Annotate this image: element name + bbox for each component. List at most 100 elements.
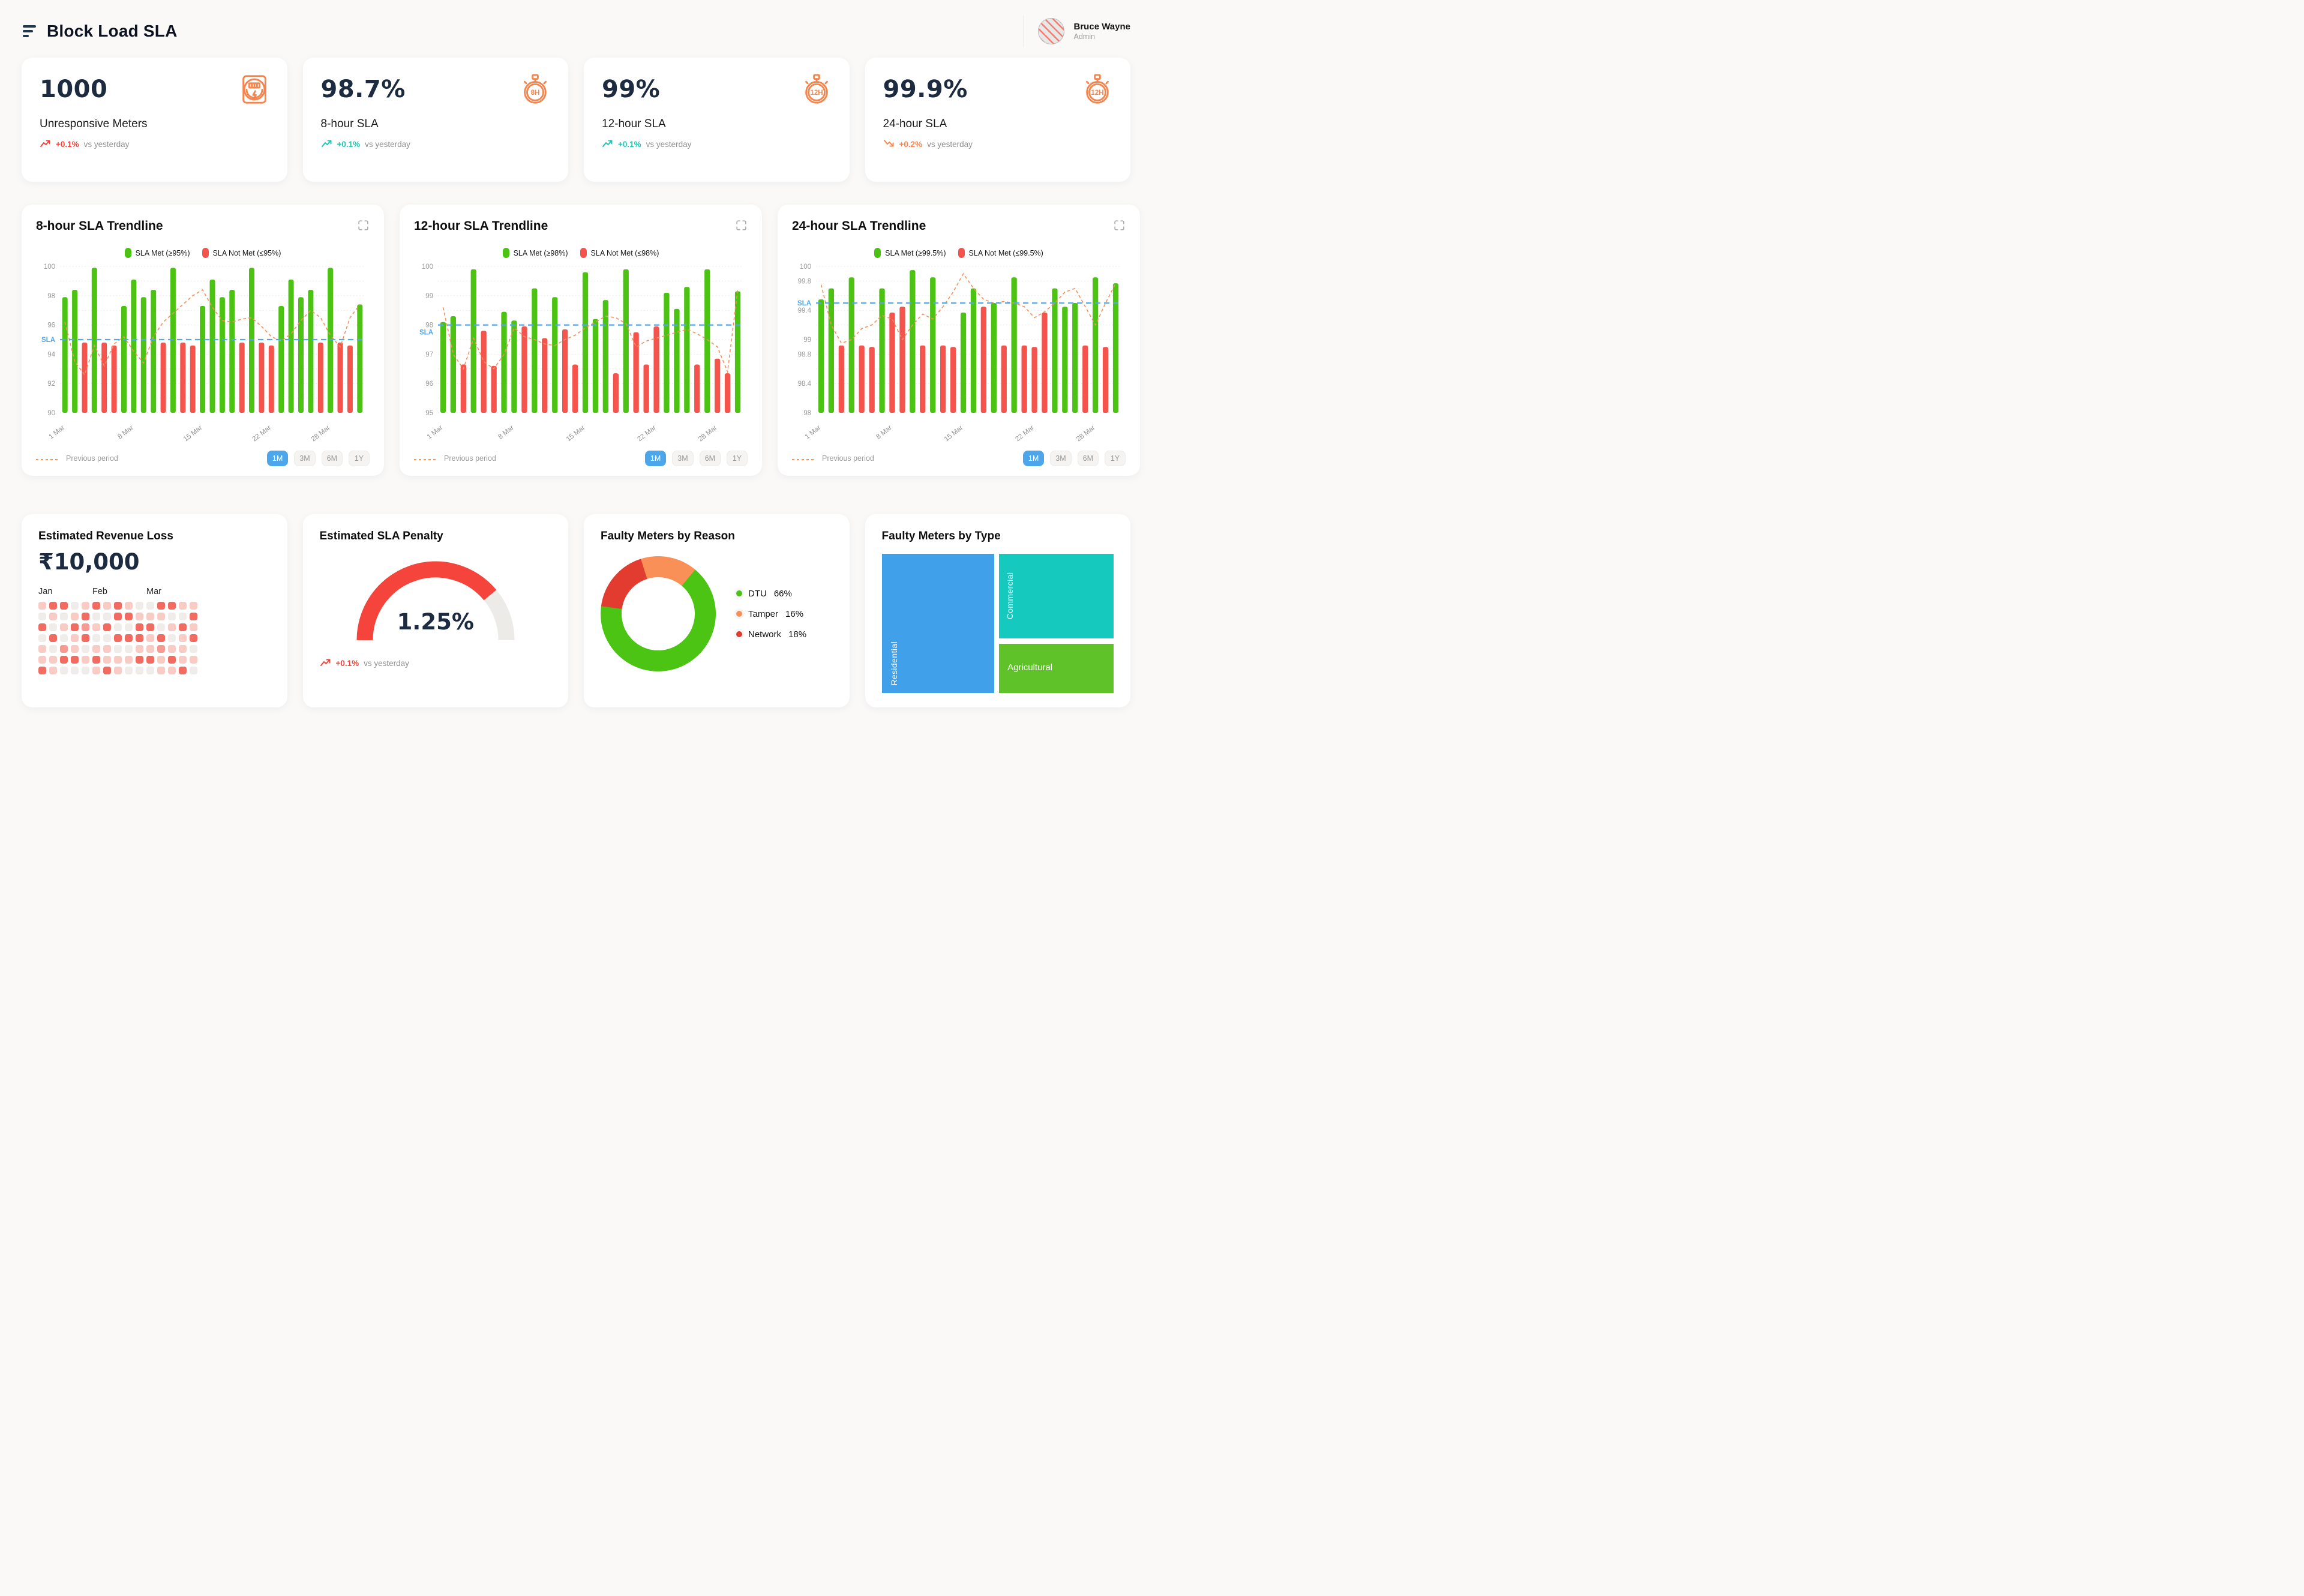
svg-text:22 Mar: 22 Mar	[1014, 424, 1036, 443]
range-button-1m[interactable]: 1M	[266, 451, 289, 466]
svg-text:8 Mar: 8 Mar	[497, 424, 515, 441]
chart-footer: Previous period 1M 3M 6M 1Y	[792, 448, 1126, 466]
range-button-6m[interactable]: 6M	[1077, 451, 1099, 466]
heatmap-cell	[157, 645, 165, 653]
card-title: Estimated SLA Penalty	[319, 530, 443, 542]
kpi-card-8-hour-sla: 98.7% 8H 8-hour SLA +0.1%	[302, 58, 568, 182]
chart-legend: SLA Met (≥99.5%) SLA Not Met (≤99.5%)	[792, 248, 1126, 258]
svg-text:8 Mar: 8 Mar	[116, 424, 135, 441]
heatmap-cell	[38, 645, 46, 653]
expand-icon[interactable]	[735, 219, 748, 235]
heatmap-cell	[114, 645, 122, 653]
reason-pct: 16%	[785, 608, 804, 619]
card-title: Faulty Meters by Reason	[601, 530, 735, 542]
heatmap-cell	[38, 656, 46, 664]
heatmap-cell	[125, 634, 133, 642]
trend-up-icon	[320, 658, 332, 669]
faulty-meters-reason-card: Faulty Meters by Reason DTU 66% Tamper 16% N…	[584, 514, 850, 707]
heatmap-cell	[49, 602, 57, 610]
heatmap-cell	[82, 656, 89, 664]
heatmap-cell	[71, 634, 79, 642]
heatmap-cell	[190, 623, 197, 631]
svg-text:1 Mar: 1 Mar	[804, 424, 823, 441]
svg-text:22 Mar: 22 Mar	[636, 424, 658, 443]
chart-legend: SLA Met (≥98%) SLA Not Met (≤98%)	[414, 248, 748, 258]
heatmap-cell	[92, 623, 100, 631]
range-button-1m[interactable]: 1M	[1022, 451, 1045, 466]
charts-row: 8-hour SLA Trendline SLA Met (≥95%) SLA …	[0, 182, 1152, 476]
heatmap-cell	[49, 623, 57, 631]
svg-text:97: 97	[425, 351, 433, 358]
svg-text:SLA: SLA	[797, 300, 811, 307]
svg-text:8H: 8H	[531, 89, 540, 97]
heatmap-cell	[103, 613, 111, 620]
heatmap-cell	[146, 623, 154, 631]
legend-not-met-label: SLA Not Met (≤95%)	[212, 248, 281, 257]
card-title: Faulty Meters by Type	[881, 530, 1001, 542]
kpi-value: 99%	[602, 76, 661, 103]
revenue-heatmap	[38, 602, 271, 674]
svg-text:100: 100	[800, 263, 811, 271]
heatmap-cell	[71, 623, 79, 631]
range-button-1y[interactable]: 1Y	[727, 451, 748, 466]
heatmap-cell	[103, 634, 111, 642]
legend-met-swatch	[502, 248, 509, 258]
expand-icon[interactable]	[1113, 219, 1126, 235]
heatmap-cell	[146, 667, 154, 674]
sla-trend-plot: 100 98 96 94 92 90 SLA 1 Mar 8 Mar 15 Mar 22 Mar 28…	[41, 263, 365, 443]
range-button-6m[interactable]: 6M	[699, 451, 721, 466]
kpi-label: 12-hour SLA	[602, 118, 666, 130]
dashboard-page: Block Load SLA Bruce Wayne Admin 1000	[0, 0, 1152, 798]
range-button-3m[interactable]: 3M	[1050, 451, 1072, 466]
heatmap-cell	[157, 667, 165, 674]
heatmap-cell	[190, 645, 197, 653]
svg-text:22 Mar: 22 Mar	[251, 424, 273, 443]
heatmap-cell	[168, 602, 176, 610]
legend-met-swatch	[124, 248, 131, 258]
svg-text:99.8: 99.8	[798, 278, 811, 285]
legend-met-label: SLA Met (≥98%)	[513, 248, 568, 257]
svg-text:28 Mar: 28 Mar	[697, 424, 719, 443]
svg-text:99.4: 99.4	[798, 307, 812, 314]
range-button-6m[interactable]: 6M	[321, 451, 343, 466]
heatmap-cell	[125, 602, 133, 610]
treemap-block-commercial: Commercial	[999, 554, 1114, 638]
heatmap-cell	[136, 656, 143, 664]
kpi-card-24-hour-sla: 99.9% 12H 24-hour SLA +0.	[865, 58, 1130, 182]
expand-icon[interactable]	[357, 219, 370, 235]
heatmap-cell	[190, 667, 197, 674]
chart-legend: SLA Met (≥95%) SLA Not Met (≤95%)	[36, 248, 370, 258]
kpi-delta: +0.1% vs yesterday	[40, 139, 269, 150]
range-button-3m[interactable]: 3M	[294, 451, 316, 466]
heatmap-cell	[71, 602, 79, 610]
stopwatch-icon: 12H	[1081, 73, 1114, 109]
heatmap-cell	[146, 645, 154, 653]
heatmap-cell	[38, 667, 46, 674]
heatmap-cell	[190, 602, 197, 610]
heatmap-cell	[168, 667, 176, 674]
faulty-meters-type-card: Faulty Meters by Type Residential Commer…	[865, 514, 1130, 707]
heatmap-cell	[157, 602, 165, 610]
kpi-card-12-hour-sla: 99% 12H 12-hour SLA +0.1%	[584, 58, 850, 182]
heatmap-cell	[179, 613, 187, 620]
heatmap-cell	[125, 645, 133, 653]
range-selector: 1M 3M 6M 1Y	[644, 451, 748, 466]
legend-met-swatch	[874, 248, 881, 258]
svg-text:28 Mar: 28 Mar	[310, 424, 332, 443]
menu-icon[interactable]	[22, 23, 37, 40]
previous-period-swatch	[792, 454, 816, 463]
stopwatch-icon: 8H	[519, 73, 551, 109]
range-button-1y[interactable]: 1Y	[349, 451, 370, 466]
range-button-1y[interactable]: 1Y	[1105, 451, 1126, 466]
user-name: Bruce Wayne	[1073, 21, 1130, 32]
range-button-3m[interactable]: 3M	[672, 451, 694, 466]
chart-footer: Previous period 1M 3M 6M 1Y	[36, 448, 370, 466]
heatmap-cell	[146, 634, 154, 642]
range-button-1m[interactable]: 1M	[644, 451, 667, 466]
treemap-block-agricultural: Agricultural	[999, 643, 1114, 693]
reason-pct: 18%	[788, 629, 807, 640]
heatmap-cell	[92, 656, 100, 664]
user-menu[interactable]: Bruce Wayne Admin	[1022, 16, 1130, 47]
svg-text:1 Mar: 1 Mar	[426, 424, 445, 441]
avatar[interactable]	[1037, 18, 1064, 44]
